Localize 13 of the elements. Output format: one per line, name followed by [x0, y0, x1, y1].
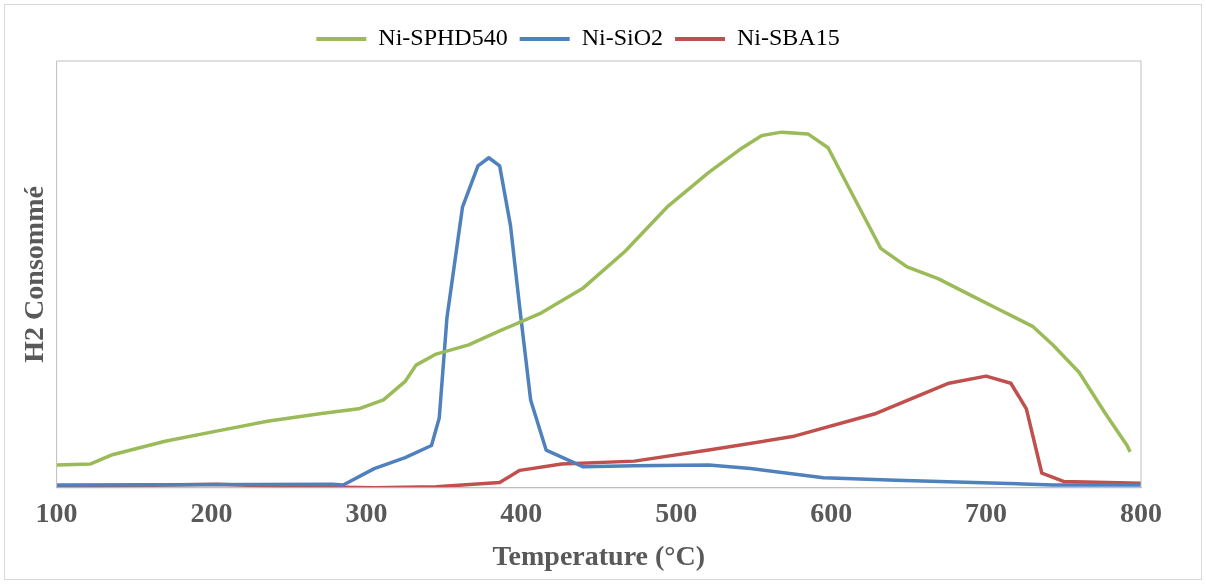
- x-tick-label: 100: [35, 496, 78, 528]
- legend-label: Ni-SPHD540: [378, 24, 508, 51]
- legend-label: Ni-SBA15: [737, 24, 840, 51]
- x-tick-label: 700: [965, 496, 1008, 528]
- legend-label: Ni-SiO2: [581, 24, 664, 51]
- x-tick-label: 500: [655, 496, 698, 528]
- x-tick-label: 800: [1120, 496, 1162, 528]
- x-tick-label: 600: [810, 496, 853, 528]
- x-tick-label: 300: [345, 496, 388, 528]
- y-axis-title: H2 Consommé: [18, 186, 50, 363]
- x-tick-label: 200: [190, 496, 233, 528]
- x-tick-label: 400: [500, 496, 543, 528]
- x-axis-title: Temperature (°C): [492, 540, 706, 572]
